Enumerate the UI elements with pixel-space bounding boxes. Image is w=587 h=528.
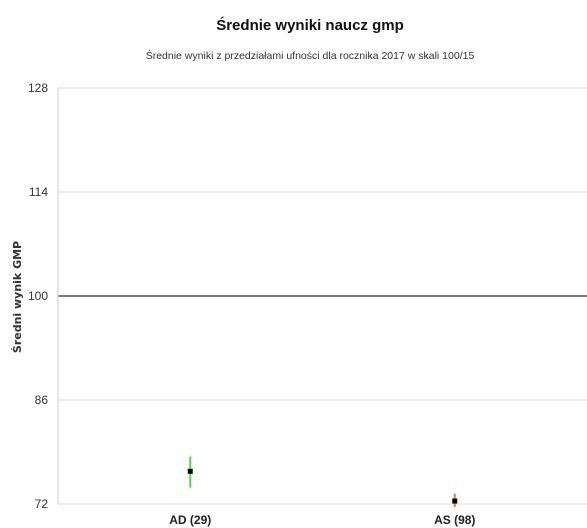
data-point	[452, 498, 458, 504]
chart-title: Średnie wyniki naucz gmp	[216, 16, 404, 34]
y-tick-label: 72	[35, 497, 49, 511]
x-tick-label: AS (98)	[434, 513, 475, 527]
data-point	[187, 468, 193, 474]
y-tick-label: 114	[29, 185, 48, 199]
y-tick-label: 128	[28, 81, 48, 95]
y-axis-label: Średni wynik GMP	[11, 241, 24, 353]
x-tick-label: AD (29)	[169, 513, 211, 527]
plot-area: 72 86 100 114 128 AD (29) AS (98)	[28, 81, 587, 527]
y-tick-label: 100	[28, 289, 48, 303]
chart-subtitle: Średnie wyniki z przedziałami ufności dl…	[146, 49, 475, 62]
y-tick-label: 86	[35, 393, 49, 407]
